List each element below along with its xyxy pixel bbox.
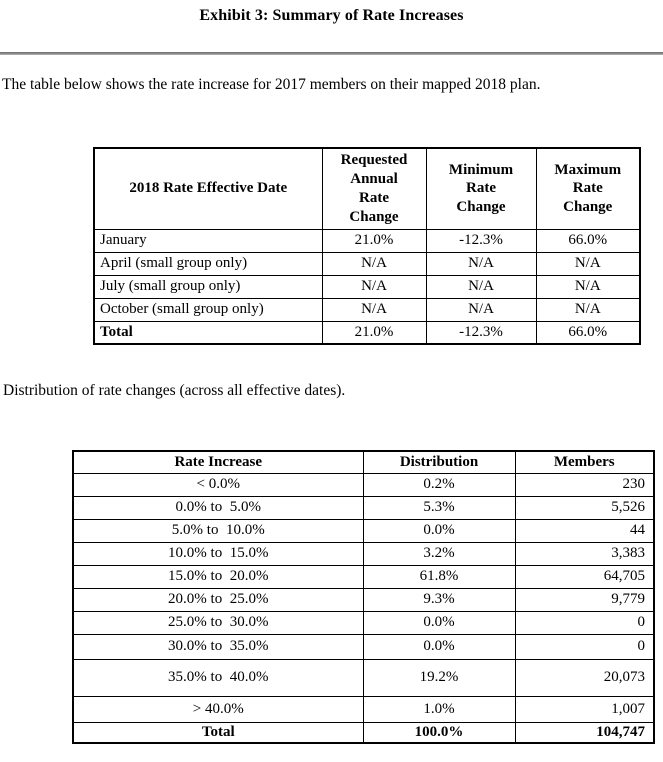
dist-table-cell-distribution: 0.0% bbox=[362, 633, 516, 660]
dist-table-cell-range: 20.0% to 25.0% bbox=[72, 587, 364, 612]
dist-table-cell-range: 30.0% to 35.0% bbox=[72, 633, 364, 660]
dist-table-cell-distribution: 1.0% bbox=[362, 695, 516, 723]
rate-table-cell-label: April (small group only) bbox=[93, 251, 323, 276]
rate-table-cell-label: July (small group only) bbox=[93, 274, 323, 299]
dist-table-cell-members: 104,747 bbox=[514, 721, 655, 744]
rate-table-cell-requested: N/A bbox=[321, 251, 427, 276]
rate-table-cell-label: January bbox=[93, 228, 323, 253]
rate-table-cell-label: October (small group only) bbox=[93, 297, 323, 322]
rate-change-distribution-table: Rate Increase Distribution Members < 0.0% 0… bbox=[72, 450, 655, 744]
dist-table-row: 20.0% to 25.0% 9.3% 9,779 bbox=[72, 587, 655, 612]
rate-table-header-3: Maximum Rate Change bbox=[535, 147, 641, 230]
rate-table-header-2: Minimum Rate Change bbox=[425, 147, 537, 230]
rate-table-row: January 21.0% -12.3% 66.0% bbox=[93, 228, 641, 253]
dist-table-row: 30.0% to 35.0% 0.0% 0 bbox=[72, 633, 655, 660]
dist-table-cell-range: 5.0% to 10.0% bbox=[72, 518, 364, 543]
rate-table-cell-requested: 21.0% bbox=[321, 320, 427, 345]
rate-table-cell-minimum: N/A bbox=[425, 251, 537, 276]
dist-table-cell-distribution: 5.3% bbox=[362, 495, 516, 520]
dist-table-cell-distribution: 19.2% bbox=[362, 658, 516, 697]
rate-table-row: Total 21.0% -12.3% 66.0% bbox=[93, 320, 641, 345]
dist-table-cell-range: 0.0% to 5.0% bbox=[72, 495, 364, 520]
dist-table-cell-members: 230 bbox=[514, 472, 655, 497]
dist-table-cell-range: 15.0% to 20.0% bbox=[72, 564, 364, 589]
rate-table-cell-maximum: N/A bbox=[535, 274, 641, 299]
dist-table-cell-members: 5,526 bbox=[514, 495, 655, 520]
rate-table-row: October (small group only) N/A N/A N/A bbox=[93, 297, 641, 322]
distribution-caption: Distribution of rate changes (across all… bbox=[3, 382, 346, 399]
dist-table-cell-members: 1,007 bbox=[514, 695, 655, 723]
rate-table-cell-maximum: 66.0% bbox=[535, 320, 641, 345]
rate-table-cell-minimum: -12.3% bbox=[425, 320, 537, 345]
dist-table-cell-distribution: 0.2% bbox=[362, 472, 516, 497]
dist-table-cell-range: 10.0% to 15.0% bbox=[72, 541, 364, 566]
exhibit-title: Exhibit 3: Summary of Rate Increases bbox=[199, 7, 464, 24]
dist-table-row: 15.0% to 20.0% 61.8% 64,705 bbox=[72, 564, 655, 589]
rate-table-cell-requested: 21.0% bbox=[321, 228, 427, 253]
dist-table-row: 5.0% to 10.0% 0.0% 44 bbox=[72, 518, 655, 543]
rate-table-cell-maximum: N/A bbox=[535, 297, 641, 322]
dist-table-header-2: Members bbox=[514, 450, 655, 474]
dist-table-cell-range: > 40.0% bbox=[72, 695, 364, 723]
rate-table-cell-minimum: N/A bbox=[425, 297, 537, 322]
dist-table-cell-distribution: 3.2% bbox=[362, 541, 516, 566]
dist-table-row: < 0.0% 0.2% 230 bbox=[72, 472, 655, 497]
dist-table-header-1: Distribution bbox=[362, 450, 516, 474]
dist-table-row: 10.0% to 15.0% 3.2% 3,383 bbox=[72, 541, 655, 566]
dist-table-cell-members: 0 bbox=[514, 633, 655, 660]
dist-table-row: Total 100.0% 104,747 bbox=[72, 721, 655, 744]
dist-table-cell-members: 20,073 bbox=[514, 658, 655, 697]
dist-table-cell-members: 9,779 bbox=[514, 587, 655, 612]
distribution-table-header-row: Rate Increase Distribution Members bbox=[72, 450, 655, 474]
rate-table-cell-requested: N/A bbox=[321, 274, 427, 299]
rate-table-cell-minimum: N/A bbox=[425, 274, 537, 299]
dist-table-row: 25.0% to 30.0% 0.0% 0 bbox=[72, 610, 655, 635]
dist-table-cell-range: 25.0% to 30.0% bbox=[72, 610, 364, 635]
rate-table-header-row: 2018 Rate Effective Date Requested Annual… bbox=[93, 147, 641, 230]
rate-table-header-1: Requested Annual Rate Change bbox=[321, 147, 427, 230]
dist-table-cell-distribution: 9.3% bbox=[362, 587, 516, 612]
rate-table-cell-maximum: N/A bbox=[535, 251, 641, 276]
horizontal-rule bbox=[0, 52, 663, 55]
intro-paragraph: The table below shows the rate increase … bbox=[2, 76, 541, 93]
rate-table-row: April (small group only) N/A N/A N/A bbox=[93, 251, 641, 276]
dist-table-row: 0.0% to 5.0% 5.3% 5,526 bbox=[72, 495, 655, 520]
dist-table-cell-members: 64,705 bbox=[514, 564, 655, 589]
rate-table-cell-requested: N/A bbox=[321, 297, 427, 322]
rate-table-row: July (small group only) N/A N/A N/A bbox=[93, 274, 641, 299]
dist-table-cell-distribution: 0.0% bbox=[362, 518, 516, 543]
dist-table-cell-distribution: 0.0% bbox=[362, 610, 516, 635]
rate-table-cell-maximum: 66.0% bbox=[535, 228, 641, 253]
dist-table-header-0: Rate Increase bbox=[72, 450, 364, 474]
rate-table-header-0: 2018 Rate Effective Date bbox=[93, 147, 323, 230]
dist-table-cell-members: 44 bbox=[514, 518, 655, 543]
dist-table-cell-distribution: 100.0% bbox=[362, 721, 516, 744]
rate-table-cell-minimum: -12.3% bbox=[425, 228, 537, 253]
dist-table-cell-members: 3,383 bbox=[514, 541, 655, 566]
dist-table-cell-range: 35.0% to 40.0% bbox=[72, 658, 364, 697]
dist-table-cell-range: < 0.0% bbox=[72, 472, 364, 497]
dist-table-cell-members: 0 bbox=[514, 610, 655, 635]
dist-table-row: > 40.0% 1.0% 1,007 bbox=[72, 695, 655, 723]
dist-table-cell-distribution: 61.8% bbox=[362, 564, 516, 589]
dist-table-cell-range: Total bbox=[72, 721, 364, 744]
rate-table-cell-label: Total bbox=[93, 320, 323, 345]
rate-increase-summary-table: 2018 Rate Effective Date Requested Annual… bbox=[93, 147, 641, 345]
dist-table-row: 35.0% to 40.0% 19.2% 20,073 bbox=[72, 658, 655, 697]
